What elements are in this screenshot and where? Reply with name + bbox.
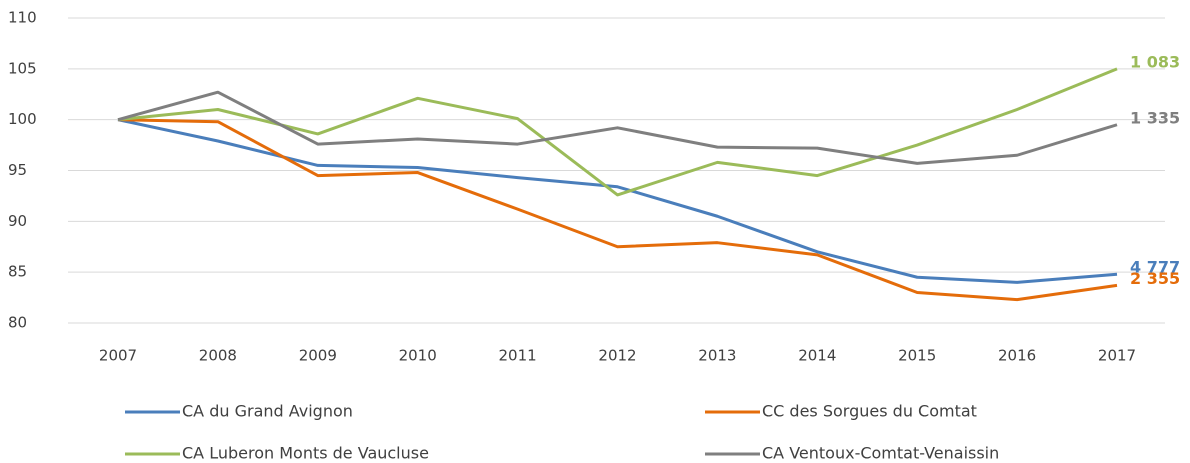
series-line bbox=[117, 118, 1118, 302]
x-tick-label: 2017 bbox=[1098, 347, 1136, 365]
y-tick-label: 90 bbox=[8, 212, 27, 230]
legend-label: CC des Sorgues du Comtat bbox=[762, 402, 977, 421]
end-label: 1 335 bbox=[1130, 108, 1180, 127]
series-line bbox=[117, 118, 1118, 284]
y-tick-label: 85 bbox=[8, 263, 27, 281]
x-tick-label: 2013 bbox=[698, 347, 736, 365]
series-line bbox=[117, 90, 1118, 165]
legend-label: CA Luberon Monts de Vaucluse bbox=[182, 444, 429, 463]
x-tick-label: 2015 bbox=[898, 347, 936, 365]
y-tick-label: 110 bbox=[8, 9, 37, 27]
x-tick-label: 2009 bbox=[299, 347, 337, 365]
series-line bbox=[117, 67, 1118, 197]
x-tick-label: 2012 bbox=[598, 347, 636, 365]
legend-label: CA du Grand Avignon bbox=[182, 402, 353, 421]
y-tick-label: 100 bbox=[8, 110, 37, 128]
x-tick-label: 2008 bbox=[199, 347, 237, 365]
end-label: 2 355 bbox=[1130, 269, 1180, 288]
x-tick-label: 2010 bbox=[399, 347, 437, 365]
x-tick-label: 2016 bbox=[998, 347, 1036, 365]
legend-label: CA Ventoux-Comtat-Venaissin bbox=[762, 444, 999, 463]
end-label: 1 083 bbox=[1130, 52, 1180, 71]
x-tick-label: 2007 bbox=[99, 347, 137, 365]
x-tick-label: 2011 bbox=[499, 347, 537, 365]
x-tick-label: 2014 bbox=[798, 347, 836, 365]
y-tick-label: 105 bbox=[8, 59, 37, 77]
end-label: 4 777 bbox=[1130, 258, 1180, 277]
y-tick-label: 80 bbox=[8, 314, 27, 332]
y-tick-label: 95 bbox=[8, 161, 27, 179]
